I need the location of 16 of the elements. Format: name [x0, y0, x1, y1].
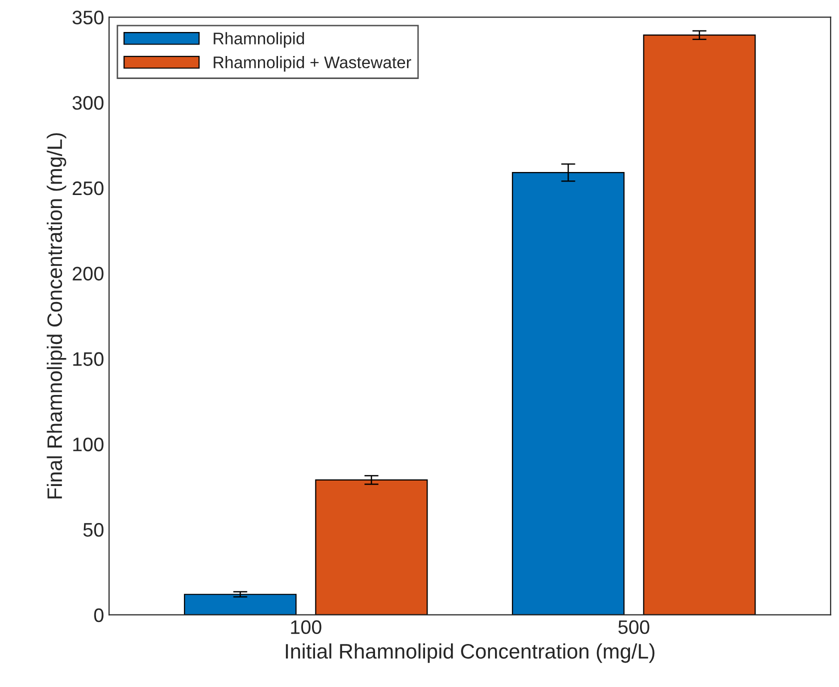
- x-tick-label: 500: [618, 620, 650, 634]
- legend-label: Rhamnolipid: [214, 32, 304, 48]
- bar: [315, 479, 428, 615]
- y-tick-label: 200: [72, 266, 104, 281]
- y-tick-label: 250: [72, 181, 104, 196]
- y-tick-label: 350: [72, 10, 104, 24]
- x-axis-title: Initial Rhamnolipid Concentration (mg/L): [286, 643, 654, 663]
- y-tick-label: 100: [73, 438, 104, 452]
- y-tick-label: 50: [83, 522, 104, 537]
- legend-label: Rhamnolipid + Wastewater: [214, 56, 412, 72]
- y-tick-label: 300: [72, 96, 104, 110]
- bar: [643, 34, 756, 615]
- y-tick-label: 150: [73, 352, 104, 366]
- bar: [184, 594, 297, 615]
- y-tick-label: 0: [94, 608, 104, 622]
- y-axis-title: Final Rhamnolipid Concentration (mg/L): [46, 133, 66, 498]
